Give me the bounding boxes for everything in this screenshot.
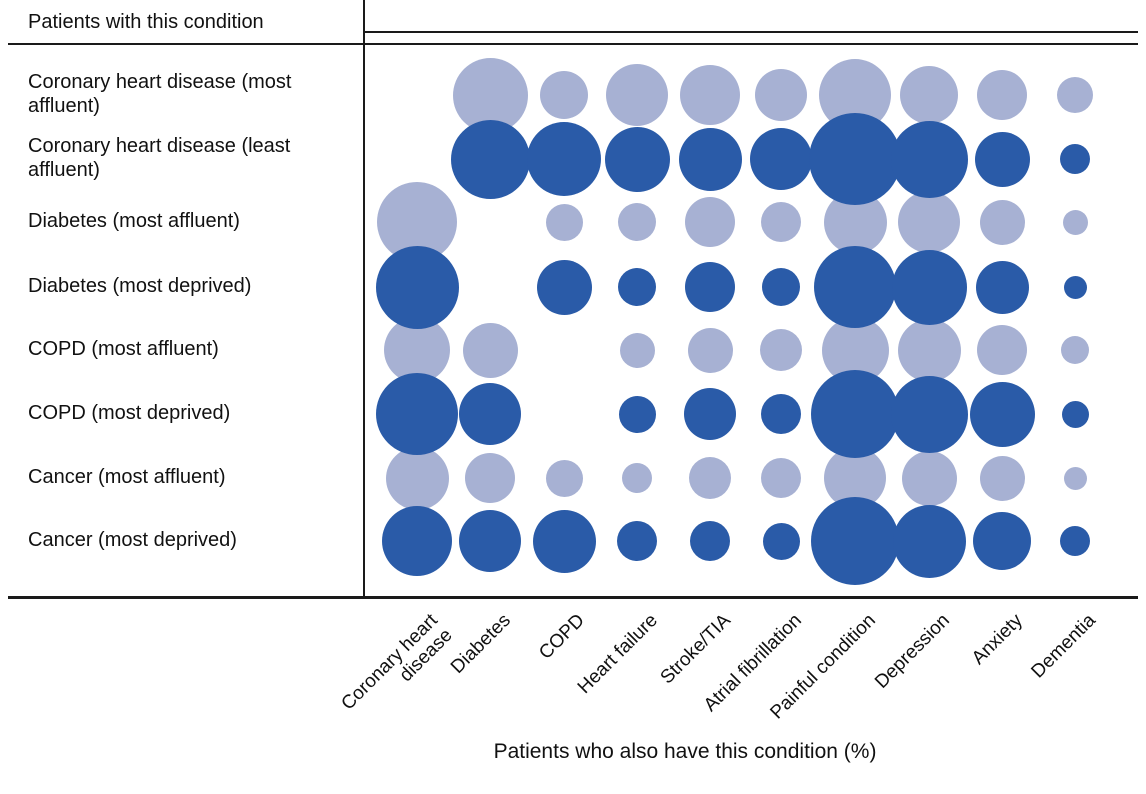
bubble (814, 246, 896, 328)
bubble (687, 327, 733, 373)
bubble (376, 373, 458, 455)
bubble (1063, 275, 1087, 299)
bubble (897, 318, 961, 382)
plot-top-border (364, 31, 1138, 33)
column-divider-line (363, 0, 365, 598)
bubble (979, 455, 1025, 501)
bubble (545, 459, 583, 497)
bubble (459, 510, 521, 572)
bubble (762, 522, 800, 560)
bubble (1063, 466, 1087, 490)
bubble (450, 119, 530, 199)
x-tick-label: COPD (535, 610, 589, 664)
bubble (545, 203, 583, 241)
bubble (618, 268, 656, 306)
bubble (617, 521, 657, 561)
x-tick-label: Depression (871, 610, 954, 693)
bubble (811, 497, 899, 585)
x-axis-line (8, 596, 1138, 599)
bubble (762, 268, 800, 306)
bubble (680, 65, 740, 125)
bubble (1062, 209, 1088, 235)
bubble (892, 504, 966, 578)
bubble (462, 322, 518, 378)
bubble (536, 259, 592, 315)
bubble (975, 260, 1029, 314)
bubble (973, 512, 1031, 570)
bubble (761, 458, 801, 498)
bubble (979, 199, 1025, 245)
bubble (890, 375, 968, 453)
x-tick-label: Dementia (1027, 610, 1100, 683)
bubble (375, 245, 459, 329)
row-label: Coronary heart disease (most affluent) (28, 71, 292, 117)
bubble (901, 450, 957, 506)
bubble (382, 506, 452, 576)
x-tick-label: Heart failure (573, 610, 662, 699)
bubble (532, 509, 596, 573)
row-label: Coronary heart disease (least affluent) (28, 135, 291, 181)
bubble (761, 202, 801, 242)
bubble (606, 64, 668, 126)
bubble (689, 457, 731, 499)
x-tick-label: Stroke/TIA (656, 610, 735, 689)
bubble (977, 70, 1027, 120)
bubble (750, 128, 812, 190)
bubble (1060, 526, 1090, 556)
bubble (385, 446, 449, 510)
x-tick-label: Atrial fibrillation (699, 610, 806, 716)
bubble (690, 521, 730, 561)
bubble (527, 122, 601, 196)
bubble (685, 197, 735, 247)
bubble (1061, 336, 1089, 364)
row-axis-title: Patients with this condition (28, 11, 264, 33)
row-label: Diabetes (most deprived) (28, 275, 252, 298)
x-tick-label: Painful condition (766, 610, 880, 724)
bubble (898, 191, 960, 253)
bubble (465, 453, 515, 503)
bubble (619, 332, 655, 368)
bubble (685, 262, 735, 312)
row-label: Cancer (most affluent) (28, 466, 226, 489)
x-tick-label: Anxiety (967, 610, 1027, 669)
bubble (761, 394, 801, 434)
bubble (678, 127, 742, 191)
x-axis-title: Patients who also have this condition (%… (493, 740, 877, 763)
row-label: Cancer (most deprived) (28, 529, 237, 552)
bubble (618, 203, 656, 241)
bubble (755, 69, 807, 121)
bubble (809, 113, 901, 205)
bubble (891, 249, 967, 325)
header-underline (8, 43, 1138, 45)
bubble (969, 381, 1035, 447)
bubble (604, 126, 670, 192)
bubble (684, 388, 736, 440)
bubble (974, 131, 1030, 187)
row-label: COPD (most affluent) (28, 338, 219, 361)
bubble (900, 66, 958, 124)
bubble (890, 120, 968, 198)
bubble (618, 395, 656, 433)
bubble (459, 383, 521, 445)
bubble (622, 463, 652, 493)
bubble (977, 325, 1027, 375)
bubble (760, 329, 802, 371)
bubble (540, 71, 588, 119)
bubble (811, 370, 899, 458)
bubble (1061, 400, 1089, 428)
bubble (1057, 77, 1093, 113)
bubble (1060, 144, 1090, 174)
row-label: COPD (most deprived) (28, 402, 231, 425)
row-label: Diabetes (most affluent) (28, 210, 240, 233)
